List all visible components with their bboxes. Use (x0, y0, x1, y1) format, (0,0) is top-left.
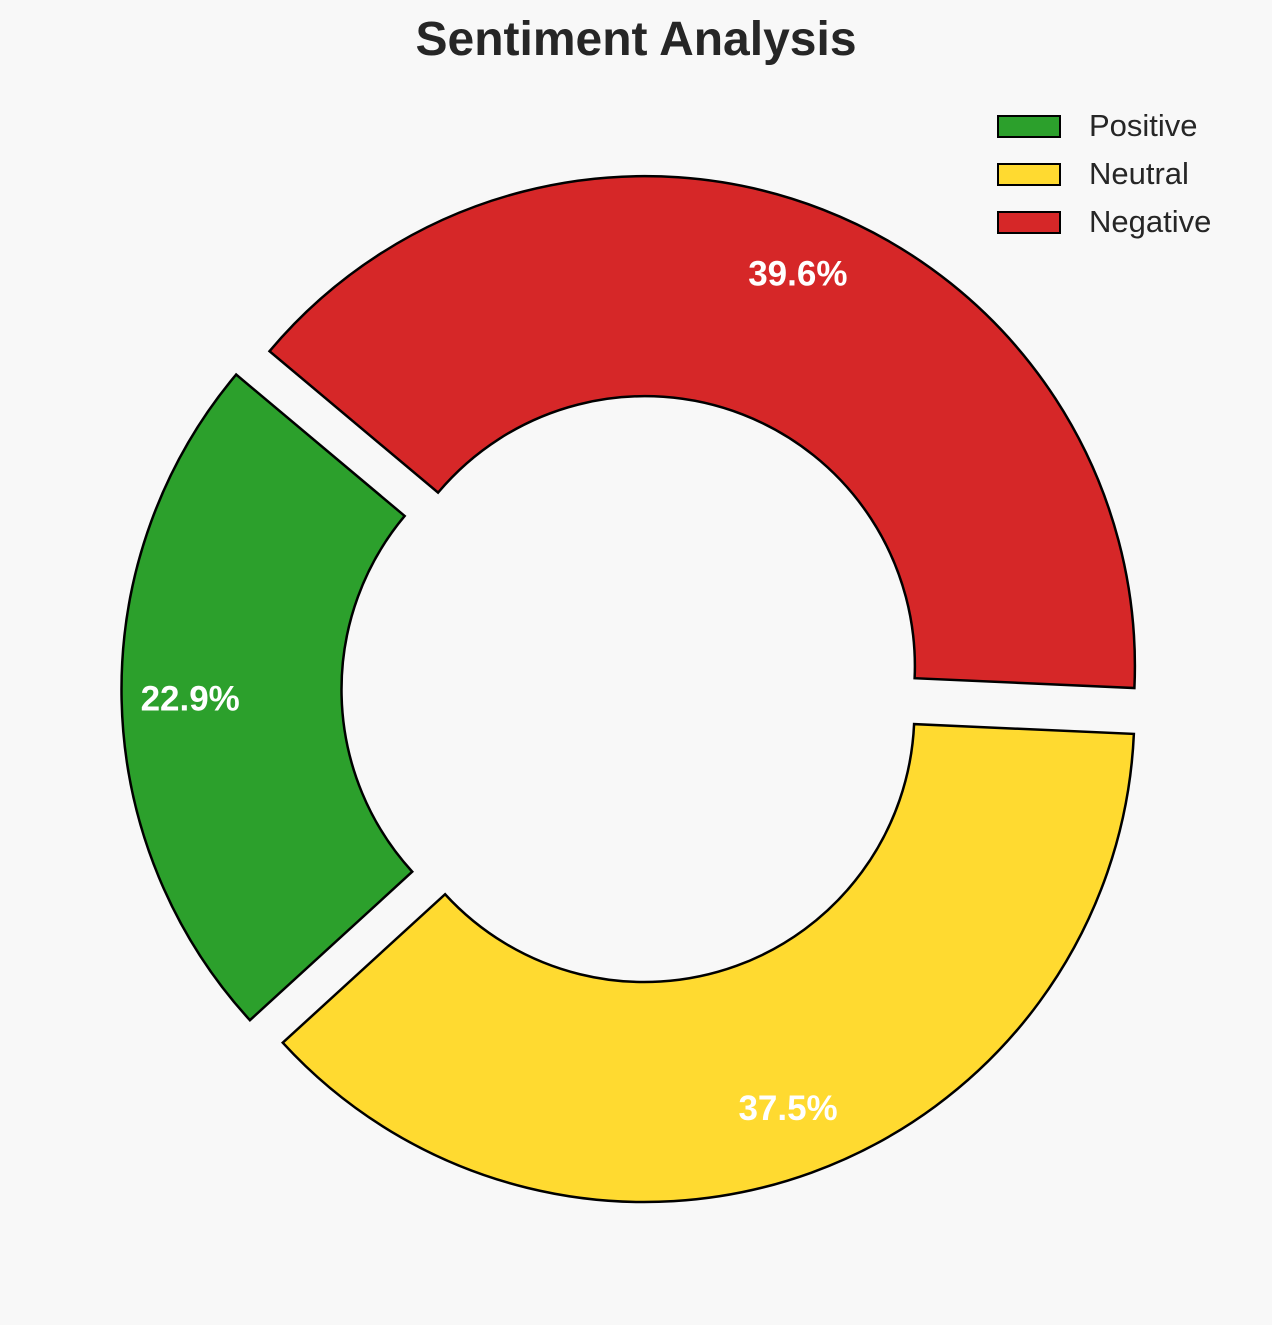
pct-label-negative: 39.6% (748, 255, 847, 294)
pct-label-positive: 22.9% (141, 679, 240, 718)
slice-negative (267, 175, 1137, 690)
legend-swatch (997, 162, 1061, 186)
legend-label: Negative (1089, 204, 1212, 239)
legend-label: Positive (1089, 108, 1198, 143)
legend-item-positive: Positive (997, 102, 1211, 150)
legend-swatch (997, 114, 1061, 138)
legend-label: Neutral (1089, 156, 1189, 191)
legend-item-negative: Negative (997, 198, 1211, 246)
legend-swatch (997, 210, 1061, 234)
legend-item-neutral: Neutral (997, 150, 1211, 198)
pct-label-neutral: 37.5% (738, 1089, 837, 1128)
chart-title: Sentiment Analysis (415, 13, 857, 66)
legend: Positive Neutral Negative (997, 102, 1211, 246)
slice-positive (120, 372, 415, 1022)
slice-neutral (280, 722, 1136, 1204)
